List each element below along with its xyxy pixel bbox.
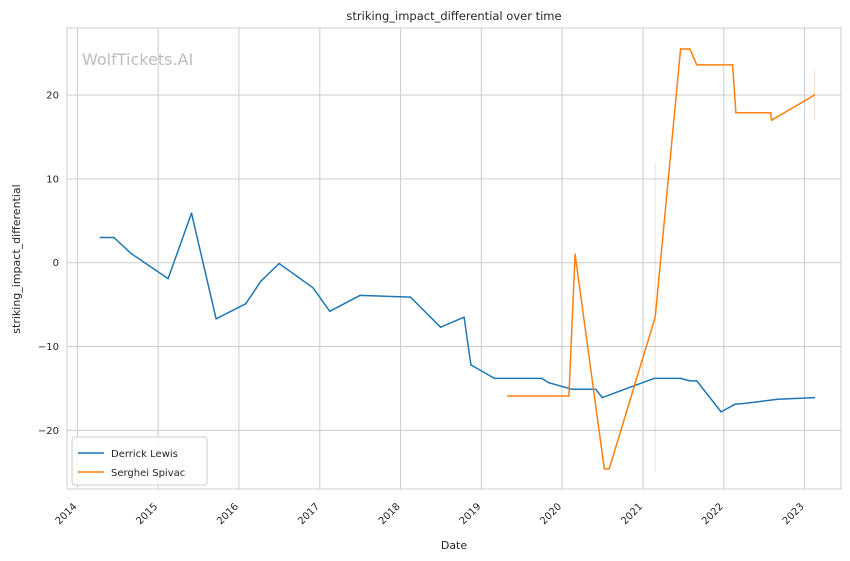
data-point-derrick-lewis: [278, 262, 280, 265]
series-line-serghei-spivac: [507, 48, 815, 470]
data-point-derrick-lewis: [439, 326, 442, 329]
data-point-serghei-spivac: [679, 48, 682, 50]
data-point-serghei-spivac: [603, 468, 606, 470]
legend-box: [71, 436, 208, 486]
data-point-serghei-spivac: [574, 253, 576, 256]
data-point-serghei-spivac: [507, 395, 509, 397]
data-point-serghei-spivac: [813, 94, 816, 96]
data-point-derrick-lewis: [409, 296, 412, 298]
legend-label-derrick-lewis: Derrick Lewis: [111, 449, 178, 460]
watermark: WolfTickets.AI: [82, 50, 193, 69]
legend: Derrick Lewis Serghei Spivac: [71, 436, 208, 486]
y-tick-label: 0: [53, 258, 59, 269]
data-point-serghei-spivac: [608, 468, 610, 470]
data-point-serghei-spivac: [735, 111, 737, 114]
data-point-derrick-lewis: [493, 377, 496, 380]
data-point-derrick-lewis: [540, 377, 543, 380]
plot-frame: [66, 27, 842, 490]
data-point-derrick-lewis: [653, 377, 655, 380]
data-point-derrick-lewis: [594, 388, 597, 391]
data-point-derrick-lewis: [167, 277, 169, 280]
data-point-derrick-lewis: [720, 411, 722, 413]
data-point-derrick-lewis: [601, 396, 604, 399]
data-point-serghei-spivac: [695, 64, 698, 66]
data-point-serghei-spivac: [654, 316, 656, 318]
y-axis-label: striking_impact_differential: [10, 184, 23, 333]
data-point-derrick-lewis: [470, 364, 472, 366]
data-point-derrick-lewis: [260, 280, 262, 282]
data-point-serghei-spivac: [568, 395, 570, 397]
data-point-derrick-lewis: [695, 380, 698, 382]
y-tick-label: −20: [38, 426, 59, 437]
data-point-derrick-lewis: [215, 318, 217, 320]
data-point-derrick-lewis: [328, 310, 331, 313]
data-point-serghei-spivac: [769, 111, 772, 114]
data-point-derrick-lewis: [689, 380, 691, 382]
y-tick-label: 20: [46, 91, 59, 102]
data-point-derrick-lewis: [463, 316, 465, 318]
data-point-serghei-spivac: [770, 119, 773, 121]
data-point-derrick-lewis: [679, 377, 682, 380]
data-point-derrick-lewis: [312, 287, 314, 289]
data-point-derrick-lewis: [359, 294, 361, 297]
legend-label-serghei-spivac: Serghei Spivac: [111, 468, 185, 479]
data-point-derrick-lewis: [734, 403, 736, 406]
data-point-derrick-lewis: [742, 402, 745, 405]
grid: [67, 28, 841, 489]
y-tick-label: 10: [46, 174, 59, 185]
data-point-derrick-lewis: [99, 236, 102, 239]
data-point-derrick-lewis: [190, 212, 193, 215]
data-point-derrick-lewis: [813, 396, 816, 399]
data-point-derrick-lewis: [113, 236, 115, 239]
chart-title: striking_impact_differential over time: [346, 9, 561, 23]
x-axis-label: Date: [441, 539, 468, 552]
data-point-derrick-lewis: [130, 252, 132, 255]
series-layer: [99, 48, 816, 473]
data-point-serghei-spivac: [689, 48, 691, 50]
data-point-serghei-spivac: [731, 64, 734, 66]
data-point-derrick-lewis: [776, 398, 779, 401]
data-point-derrick-lewis: [244, 302, 247, 305]
data-point-derrick-lewis: [547, 381, 550, 384]
data-point-derrick-lewis: [571, 388, 573, 391]
y-tick-label: −10: [38, 342, 59, 353]
